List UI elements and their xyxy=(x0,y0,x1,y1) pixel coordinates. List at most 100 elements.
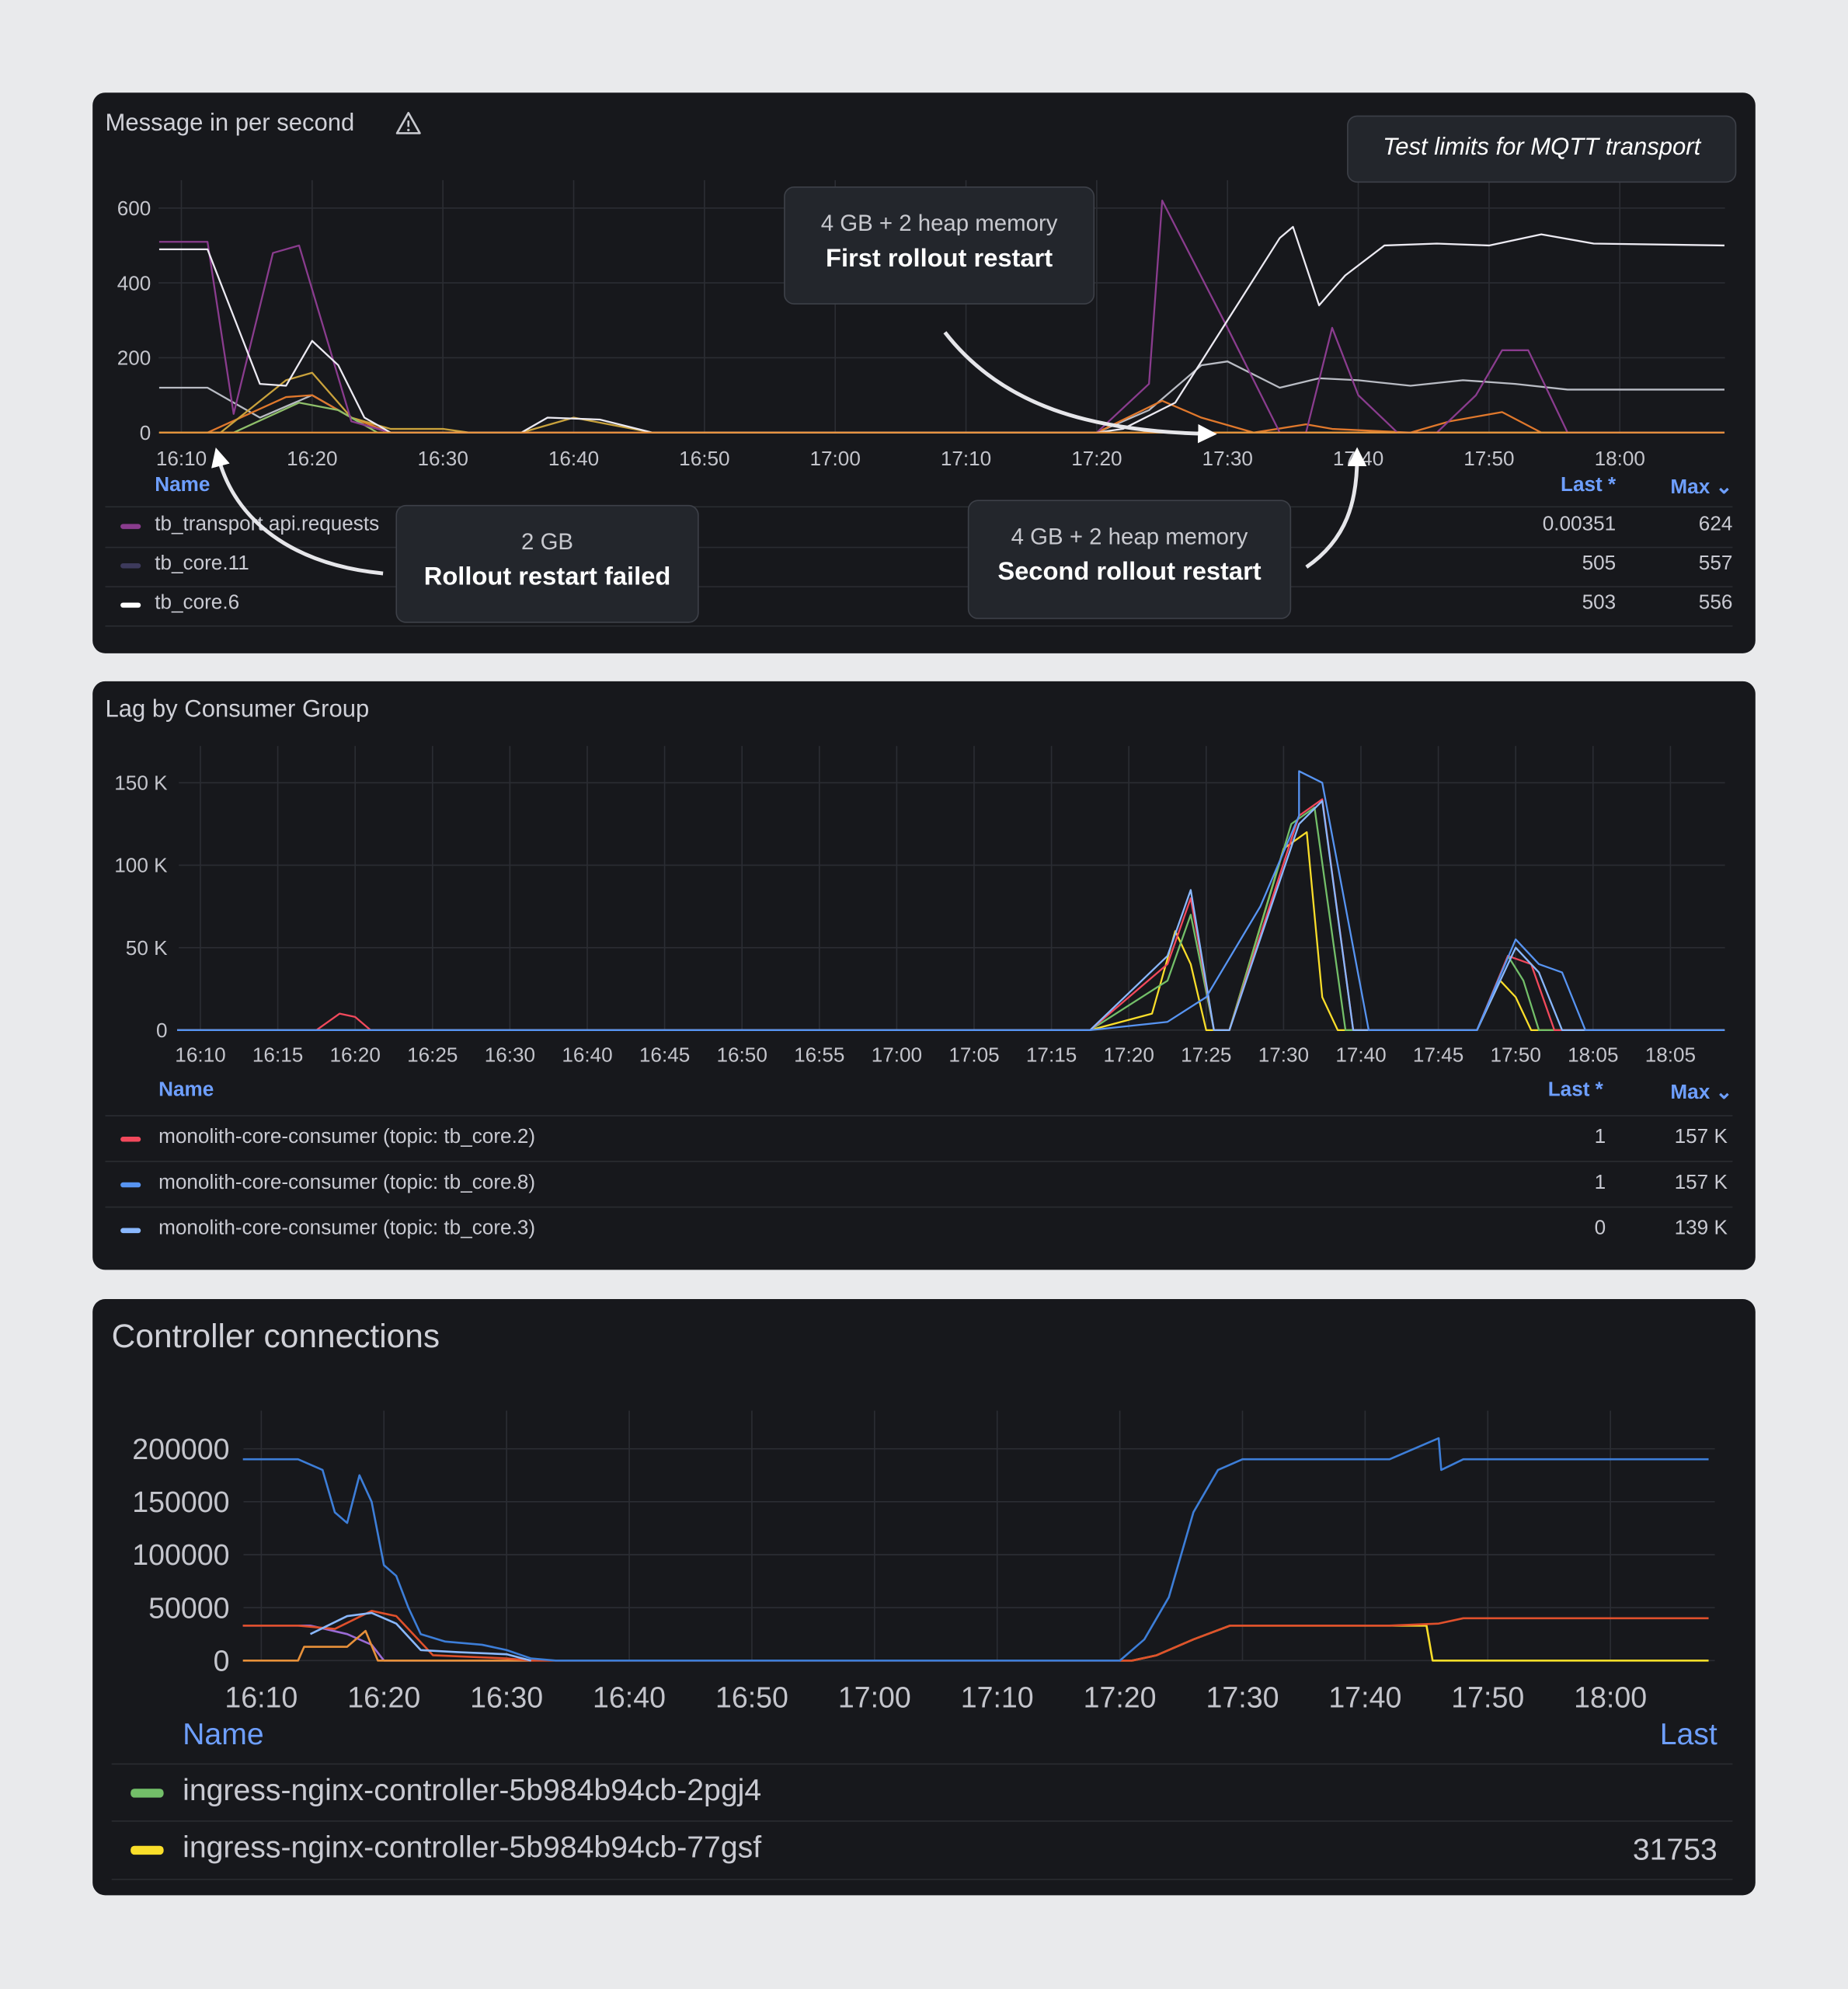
legend-last: 1 xyxy=(1594,1126,1606,1148)
divider xyxy=(105,546,1733,549)
series-line xyxy=(158,394,1724,434)
y-tick-label: 400 xyxy=(117,271,151,294)
annotation-arrow xyxy=(943,331,1217,444)
panel-title: Lag by Consumer Group xyxy=(105,696,370,723)
legend-label: tb_core.11 xyxy=(155,552,249,575)
divider xyxy=(105,506,1733,508)
legend-max: 556 xyxy=(1698,592,1733,615)
legend-swatch xyxy=(131,1845,164,1855)
x-tick-label: 17:20 xyxy=(1071,447,1122,470)
y-tick-label: 0 xyxy=(140,421,151,444)
x-tick-label: 17:50 xyxy=(1451,1681,1524,1714)
x-tick-label: 17:00 xyxy=(872,1043,922,1067)
warning-triangle-icon[interactable] xyxy=(395,110,423,136)
x-tick-label: 17:10 xyxy=(961,1681,1034,1714)
callout-rollout-failed: 2 GB Rollout restart failed xyxy=(395,504,699,623)
y-tick-label: 0 xyxy=(156,1019,168,1042)
legend-header-max[interactable]: Max ⌄ xyxy=(1670,476,1733,499)
callout-text: Test limits for MQTT transport xyxy=(1383,134,1701,162)
y-tick-label: 100000 xyxy=(132,1538,229,1571)
y-tick-label: 50 K xyxy=(126,936,168,960)
y-tick-label: 150000 xyxy=(132,1486,229,1518)
callout-title: First rollout restart xyxy=(826,245,1053,273)
divider xyxy=(111,1763,1733,1765)
y-tick-label: 600 xyxy=(117,197,151,220)
x-tick-label: 16:55 xyxy=(794,1043,844,1067)
series-line xyxy=(1119,1624,1709,1662)
x-tick-label: 16:40 xyxy=(562,1043,612,1067)
legend-max: 624 xyxy=(1698,514,1733,536)
x-tick-label: 17:00 xyxy=(810,447,861,470)
consumer-lag-chart: 0 50 K 100 K 150 K 16:10 16:15 16:20 16:25 16:30… xyxy=(114,746,1725,1067)
x-tick-label: 17:15 xyxy=(1026,1043,1077,1067)
x-tick-label: 18:05 xyxy=(1568,1043,1618,1067)
x-tick-label: 18:00 xyxy=(1574,1681,1647,1714)
series-line xyxy=(177,770,1725,1031)
legend-label: ingress-nginx-controller-5b984b94cb-77gs… xyxy=(183,1831,762,1865)
legend-label: monolith-core-consumer (topic: tb_core.3… xyxy=(158,1217,536,1240)
x-tick-label: 16:20 xyxy=(347,1681,420,1714)
y-tick-label: 200 xyxy=(117,347,151,370)
legend-swatch xyxy=(120,1136,141,1142)
x-tick-label: 17:30 xyxy=(1258,1043,1309,1067)
x-tick-label: 16:10 xyxy=(156,447,207,470)
callout-title: Rollout restart failed xyxy=(423,563,671,591)
callout-first-rollout: 4 GB + 2 heap memory First rollout resta… xyxy=(784,186,1095,305)
callout-subtitle: 4 GB + 2 heap memory xyxy=(820,211,1058,236)
x-tick-label: 17:25 xyxy=(1181,1043,1231,1067)
divider xyxy=(105,1206,1733,1208)
legend-header-max[interactable]: Max ⌄ xyxy=(1670,1082,1733,1104)
legend-max: 157 K xyxy=(1674,1126,1728,1148)
legend-last: 503 xyxy=(1582,592,1617,615)
panel-title: Message in per second xyxy=(105,110,355,138)
x-tick-label: 17:00 xyxy=(838,1681,911,1714)
legend-max: 557 xyxy=(1698,552,1733,575)
x-tick-label: 17:40 xyxy=(1335,1043,1386,1067)
series-line xyxy=(177,806,1725,1031)
x-tick-label: 17:30 xyxy=(1202,447,1253,470)
legend-last: 0.00351 xyxy=(1542,514,1617,536)
x-tick-label: 18:05 xyxy=(1645,1043,1696,1067)
legend-label: tb_core.6 xyxy=(155,592,240,615)
x-tick-label: 16:45 xyxy=(639,1043,690,1067)
callout-second-rollout: 4 GB + 2 heap memory Second rollout rest… xyxy=(967,500,1292,619)
x-tick-label: 16:40 xyxy=(548,447,599,470)
x-tick-label: 16:50 xyxy=(717,1043,767,1067)
x-tick-label: 17:05 xyxy=(948,1043,999,1067)
legend-max: 139 K xyxy=(1674,1217,1728,1240)
x-tick-label: 16:20 xyxy=(330,1043,381,1067)
callout-subtitle: 2 GB xyxy=(521,528,574,555)
x-tick-label: 16:50 xyxy=(679,447,729,470)
x-tick-label: 18:00 xyxy=(1595,447,1645,470)
callout-title: Second rollout restart xyxy=(997,558,1262,587)
panel-message-in-per-second: Message in per second Name Last * Max ⌄ … xyxy=(92,92,1756,653)
legend-header-name[interactable]: Name xyxy=(155,474,211,496)
annotation-arrow xyxy=(1305,447,1367,569)
legend-header-last[interactable]: Last xyxy=(1659,1717,1717,1752)
x-tick-label: 16:10 xyxy=(224,1681,298,1714)
x-tick-label: 16:10 xyxy=(175,1043,225,1067)
divider xyxy=(111,1879,1733,1880)
legend-swatch xyxy=(120,1182,141,1188)
x-tick-label: 17:20 xyxy=(1104,1043,1154,1067)
divider xyxy=(105,1115,1733,1116)
divider xyxy=(105,586,1733,587)
legend-header-last[interactable]: Last * xyxy=(1547,1079,1603,1102)
series-line xyxy=(158,371,1724,434)
x-tick-label: 17:45 xyxy=(1413,1043,1463,1067)
legend-header-last[interactable]: Last * xyxy=(1561,474,1617,496)
x-tick-label: 17:40 xyxy=(1328,1681,1401,1714)
legend-label: monolith-core-consumer (topic: tb_core.2… xyxy=(158,1126,536,1148)
legend-header-name[interactable]: Name xyxy=(158,1079,214,1102)
series-line xyxy=(158,225,1724,434)
legend-last: 1 xyxy=(1594,1172,1606,1194)
x-tick-label: 16:15 xyxy=(252,1043,303,1067)
series-line xyxy=(177,799,1725,1031)
legend-swatch xyxy=(120,563,141,569)
legend-header-name[interactable]: Name xyxy=(183,1717,264,1752)
x-tick-label: 16:30 xyxy=(418,447,468,470)
x-tick-label: 16:30 xyxy=(485,1043,535,1067)
x-tick-label: 17:10 xyxy=(941,447,991,470)
panel-controller-connections: Controller connections Name Last ingress… xyxy=(92,1298,1756,1896)
